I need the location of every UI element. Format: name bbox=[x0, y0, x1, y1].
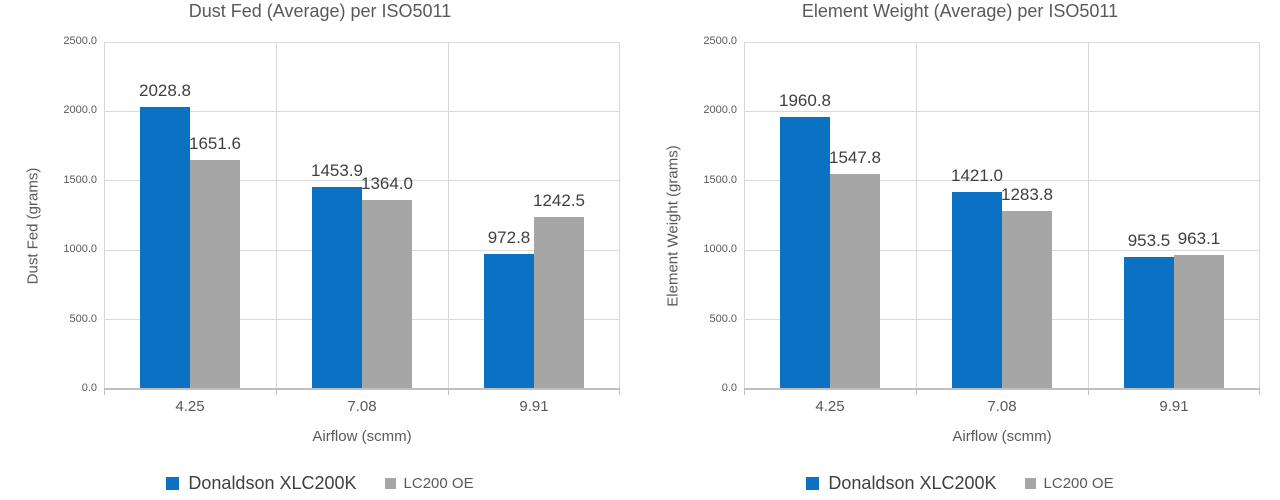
gridline-vertical bbox=[1259, 42, 1260, 389]
legend-item-donaldson: Donaldson XLC200K bbox=[806, 473, 997, 494]
gridline-vertical bbox=[276, 42, 277, 389]
y-tick-label: 1000.0 bbox=[63, 243, 97, 256]
y-axis-title: Element Weight (grams) bbox=[664, 145, 682, 307]
y-tick-label: 1000.0 bbox=[703, 243, 737, 256]
y-tick-label: 2500.0 bbox=[63, 35, 97, 47]
chart-element-weight: Element Weight (Average) per ISO5011 Ele… bbox=[640, 0, 1280, 500]
legend-item-oe: LC200 OE bbox=[1024, 475, 1114, 492]
bar-gray bbox=[190, 159, 240, 389]
bar-blue bbox=[780, 116, 830, 389]
gridline-horizontal bbox=[104, 180, 620, 182]
legend-swatch-blue-icon bbox=[806, 477, 820, 490]
legend-swatch-blue-icon bbox=[166, 477, 180, 490]
x-axis-title: Airflow (scmm) bbox=[312, 428, 412, 445]
x-tick-label: 9.91 bbox=[519, 398, 549, 415]
bar-blue bbox=[1124, 256, 1174, 389]
y-tick-label: 500.0 bbox=[709, 312, 737, 325]
legend-swatch-gray-icon bbox=[384, 478, 396, 489]
gridline-horizontal bbox=[744, 41, 1260, 43]
x-tick-label: 7.08 bbox=[987, 398, 1017, 415]
x-axis-line bbox=[104, 388, 620, 390]
y-tick-label: 0.0 bbox=[81, 382, 97, 394]
plot-area: 0.0 500.0 1000.0 1500.0 2000.0 2500.0 1960.8 15… bbox=[703, 35, 1260, 415]
data-label: 972.8 bbox=[487, 227, 531, 247]
bar-gray bbox=[362, 199, 412, 389]
gridline-vertical bbox=[104, 42, 105, 389]
y-tick-label: 2000.0 bbox=[63, 104, 97, 117]
axis-tick-mark bbox=[1259, 390, 1260, 395]
legend-item-donaldson: Donaldson XLC200K bbox=[166, 473, 357, 494]
y-tick-label: 0.0 bbox=[721, 382, 737, 394]
axis-tick-mark bbox=[448, 390, 449, 395]
y-axis-title: Dust Fed (grams) bbox=[24, 167, 42, 285]
plot-area: 0.0 500.0 1000.0 1500.0 2000.0 2500.0 2028.8 16… bbox=[63, 35, 620, 415]
data-label: 1453.9 bbox=[311, 161, 363, 181]
gridline-horizontal bbox=[744, 180, 1260, 182]
x-tick-label: 9.91 bbox=[1159, 398, 1189, 415]
chart-title: Dust Fed (Average) per ISO5011 bbox=[188, 1, 452, 21]
axis-tick-mark bbox=[104, 390, 105, 395]
y-tick-label: 2500.0 bbox=[703, 35, 737, 47]
data-label: 1421.0 bbox=[951, 165, 1003, 185]
data-label: 1547.8 bbox=[829, 148, 881, 168]
legend: Donaldson XLC200K LC200 OE bbox=[640, 473, 1280, 494]
data-label: 1960.8 bbox=[779, 90, 831, 110]
legend-swatch-gray-icon bbox=[1024, 478, 1036, 489]
y-tick-label: 1500.0 bbox=[703, 173, 737, 186]
data-label: 953.5 bbox=[1127, 230, 1171, 250]
data-label: 1283.8 bbox=[1001, 184, 1053, 204]
axis-tick-mark bbox=[619, 390, 620, 395]
gridline-vertical bbox=[619, 42, 620, 389]
x-tick-label: 7.08 bbox=[347, 398, 377, 415]
data-label: 1242.5 bbox=[533, 190, 585, 210]
y-tick-label: 1500.0 bbox=[63, 173, 97, 186]
gridline-vertical bbox=[1088, 42, 1089, 389]
x-axis-title: Airflow (scmm) bbox=[952, 428, 1052, 445]
legend-label: LC200 OE bbox=[1043, 475, 1114, 492]
bar-gray bbox=[534, 216, 584, 389]
gridline-vertical bbox=[448, 42, 449, 389]
data-label: 1651.6 bbox=[189, 133, 241, 153]
chart-dust-fed: Dust Fed (Average) per ISO5011 Dust Fed … bbox=[0, 1, 640, 494]
chart-title: Element Weight (Average) per ISO5011 bbox=[801, 1, 1119, 21]
gridline-horizontal bbox=[104, 110, 620, 112]
legend-item-oe: LC200 OE bbox=[384, 475, 474, 492]
gridline-horizontal bbox=[744, 110, 1260, 112]
legend-label: Donaldson XLC200K bbox=[828, 473, 997, 493]
bar-blue bbox=[312, 187, 362, 389]
x-tick-label: 4.25 bbox=[815, 398, 845, 415]
data-label: 1364.0 bbox=[361, 173, 413, 193]
x-tick-label: 4.25 bbox=[175, 398, 205, 415]
gridline-vertical bbox=[744, 42, 745, 389]
axis-tick-mark bbox=[276, 390, 277, 395]
gridline-horizontal bbox=[104, 41, 620, 43]
axis-tick-mark bbox=[1088, 390, 1089, 395]
bar-gray bbox=[1002, 210, 1052, 389]
bar-gray bbox=[1174, 255, 1224, 389]
axis-tick-mark bbox=[744, 390, 745, 395]
bar-blue bbox=[140, 107, 190, 389]
y-tick-label: 500.0 bbox=[69, 312, 97, 325]
data-label: 963.1 bbox=[1177, 229, 1221, 249]
x-axis-line bbox=[744, 388, 1260, 390]
legend-label: Donaldson XLC200K bbox=[188, 473, 357, 493]
bar-gray bbox=[830, 174, 880, 389]
bar-blue bbox=[952, 191, 1002, 389]
legend-label: LC200 OE bbox=[403, 475, 474, 492]
legend: Donaldson XLC200K LC200 OE bbox=[0, 473, 640, 494]
axis-tick-mark bbox=[916, 390, 917, 395]
gridline-vertical bbox=[916, 42, 917, 389]
data-label: 2028.8 bbox=[139, 81, 191, 101]
bar-blue bbox=[484, 253, 534, 389]
y-tick-label: 2000.0 bbox=[703, 104, 737, 117]
